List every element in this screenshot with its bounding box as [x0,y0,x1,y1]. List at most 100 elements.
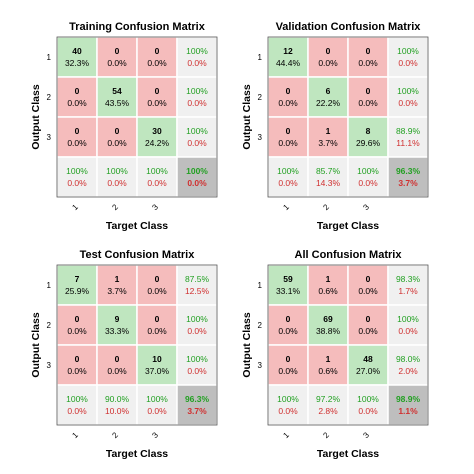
row-correct-rate: 100% [397,314,419,324]
y-tick-label: 1 [47,53,52,62]
y-tick-label: 1 [258,53,263,62]
x-axis-label: Target Class [317,220,379,232]
cell-count: 0 [115,354,120,364]
matrix-cell [56,344,98,386]
column-correct-rate: 100% [146,166,168,176]
x-tick-label: 2 [110,430,120,440]
row-summary-cell [387,344,429,386]
x-tick-label: 2 [321,430,331,440]
cell-percent: 0.0% [67,326,87,336]
row-summary-cell [176,304,218,346]
row-correct-rate: 100% [397,86,419,96]
cell-percent: 0.0% [147,98,167,108]
column-error-rate: 0.0% [107,178,127,188]
row-error-rate: 0.0% [398,98,418,108]
y-tick-label: 2 [47,93,52,102]
column-correct-rate: 100% [146,394,168,404]
cell-percent: 0.0% [278,98,298,108]
confusion-matrix-panel-1: Training Confusion Matrix 40 32.3% 0 0.0% 0 0.… [30,21,218,232]
cell-count: 0 [75,126,80,136]
column-error-rate: 0.0% [358,178,378,188]
row-error-rate: 0.0% [187,366,207,376]
total-correct-rate: 100% [186,166,208,176]
row-correct-rate: 100% [186,314,208,324]
row-summary-cell [387,36,429,78]
total-accuracy-cell [176,156,218,198]
y-tick-label: 2 [47,321,52,330]
cell-count: 0 [115,46,120,56]
cell-percent: 24.2% [145,138,170,148]
row-error-rate: 0.0% [398,326,418,336]
cell-percent: 0.0% [278,326,298,336]
x-axis-label: Target Class [317,448,379,460]
cell-count: 6 [326,86,331,96]
column-summary-cell [307,156,349,198]
y-tick-label: 3 [47,361,52,370]
row-correct-rate: 98.0% [396,354,421,364]
y-axis-label: Output Class [30,84,42,149]
column-summary-cell [267,156,309,198]
cell-percent: 0.0% [67,366,87,376]
column-error-rate: 0.0% [278,406,298,416]
cell-percent: 0.0% [278,366,298,376]
row-summary-cell [387,264,429,306]
cell-percent: 0.0% [67,98,87,108]
row-correct-rate: 88.9% [396,126,421,136]
total-error-rate: 3.7% [398,178,418,188]
matrix-cell [347,36,389,78]
cell-count: 0 [155,86,160,96]
column-summary-cell [136,384,178,426]
y-tick-label: 2 [258,93,263,102]
x-tick-label: 2 [321,202,331,212]
cell-percent: 0.0% [147,326,167,336]
x-tick-label: 1 [281,202,291,212]
row-summary-cell [387,116,429,158]
matrix-cell [96,344,138,386]
matrix-cell [267,264,309,306]
row-error-rate: 0.0% [187,58,207,68]
x-tick-label: 3 [150,202,160,212]
matrix-cell [56,264,98,306]
matrix-cell [96,116,138,158]
row-correct-rate: 98.3% [396,274,421,284]
matrix-cell [347,116,389,158]
row-error-rate: 1.7% [398,286,418,296]
cell-count: 0 [366,86,371,96]
total-correct-rate: 98.9% [396,394,421,404]
cell-count: 40 [72,46,82,56]
x-tick-label: 3 [361,430,371,440]
row-correct-rate: 100% [186,46,208,56]
cell-percent: 0.6% [318,366,338,376]
cell-count: 0 [366,274,371,284]
row-error-rate: 0.0% [398,58,418,68]
column-error-rate: 10.0% [105,406,130,416]
cell-percent: 33.1% [276,286,301,296]
row-summary-cell [176,36,218,78]
matrix-cell [307,116,349,158]
x-tick-label: 1 [70,430,80,440]
row-summary-cell [176,264,218,306]
cell-percent: 0.0% [358,58,378,68]
column-correct-rate: 100% [357,394,379,404]
x-tick-label: 1 [70,202,80,212]
cell-percent: 33.3% [105,326,130,336]
row-error-rate: 12.5% [185,286,210,296]
matrix-cell [347,264,389,306]
cell-count: 48 [363,354,373,364]
cell-count: 0 [155,274,160,284]
cell-count: 0 [286,314,291,324]
column-correct-rate: 85.7% [316,166,341,176]
column-correct-rate: 100% [277,394,299,404]
cell-percent: 27.0% [356,366,381,376]
matrix-cell [56,304,98,346]
matrix-cell [136,36,178,78]
row-error-rate: 0.0% [187,138,207,148]
matrix-cell [267,76,309,118]
column-error-rate: 14.3% [316,178,341,188]
matrix-cell [96,36,138,78]
y-tick-label: 2 [258,321,263,330]
column-summary-cell [96,156,138,198]
y-tick-label: 3 [258,361,263,370]
column-correct-rate: 100% [66,166,88,176]
